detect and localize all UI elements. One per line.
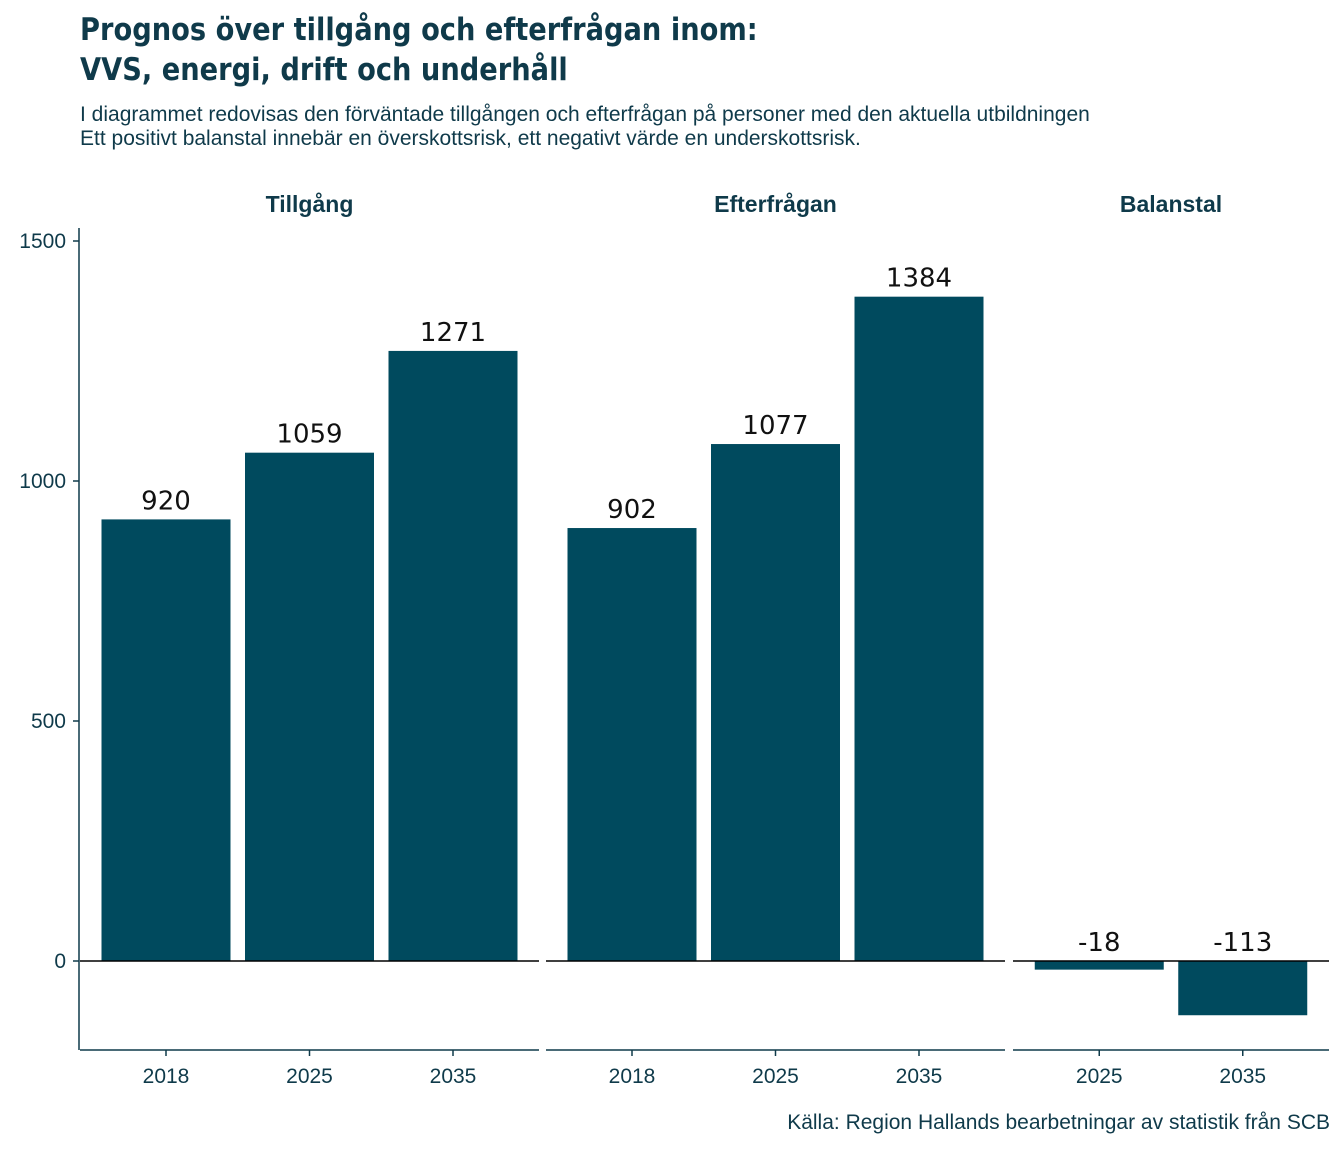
x-tick-label: 2035 <box>1219 1065 1266 1088</box>
chart-caption: Källa: Region Hallands bearbetningar av … <box>787 1111 1330 1134</box>
y-tick-label: 0 <box>54 950 66 973</box>
y-tick-label: 1500 <box>19 230 66 253</box>
data-label: -113 <box>1213 928 1272 958</box>
x-tick-label: 2025 <box>752 1065 799 1088</box>
bar <box>1034 961 1164 970</box>
data-label: 902 <box>607 495 657 525</box>
chart-subtitle: I diagrammet redovisas den förväntade ti… <box>80 103 1090 151</box>
x-tick-label: 2025 <box>1076 1065 1123 1088</box>
bar <box>854 296 984 961</box>
x-tick-label: 2018 <box>143 1065 190 1088</box>
chart-title-line2: VVS, energi, drift och underhåll <box>80 52 568 88</box>
y-tick-label: 500 <box>31 710 66 733</box>
x-tick-label: 2035 <box>430 1065 477 1088</box>
bar <box>567 528 697 961</box>
bar <box>388 350 518 961</box>
panel-title: Tillgång <box>266 191 354 217</box>
data-label: 1059 <box>276 420 342 450</box>
data-label: 1271 <box>420 318 486 348</box>
panel-title: Efterfrågan <box>714 191 837 217</box>
bar <box>101 519 231 961</box>
bar <box>1178 961 1308 1016</box>
x-tick-label: 2025 <box>286 1065 333 1088</box>
data-label: 1077 <box>742 411 808 441</box>
panel-title: Balanstal <box>1120 191 1222 217</box>
chart-title-line1: Prognos över tillgång och efterfrågan in… <box>80 12 758 48</box>
x-tick-label: 2018 <box>609 1065 656 1088</box>
bar <box>245 452 374 961</box>
chart-title: Prognos över tillgång och efterfrågan in… <box>80 10 758 90</box>
data-label: 920 <box>141 486 191 516</box>
bar <box>711 444 840 961</box>
x-tick-label: 2035 <box>896 1065 943 1088</box>
chart-subtitle-line1: I diagrammet redovisas den förväntade ti… <box>80 103 1090 126</box>
y-tick-label: 1000 <box>19 470 66 493</box>
data-label: -18 <box>1078 928 1120 958</box>
data-label: 1384 <box>886 264 952 294</box>
chart-subtitle-line2: Ett positivt balanstal innebär en översk… <box>80 127 861 150</box>
